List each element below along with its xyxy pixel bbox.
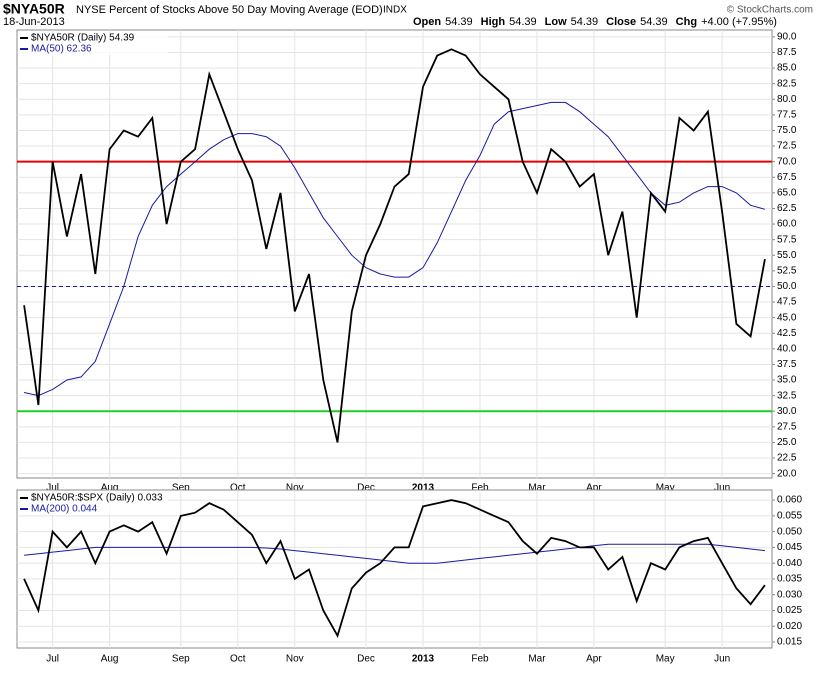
y-tick-label: 55.0 [777, 250, 797, 261]
y-tick-label: 82.5 [777, 78, 797, 89]
y-tick-label: 0.040 [777, 558, 802, 569]
y-tick-label: 0.060 [777, 495, 802, 506]
quote-value: 54.39 [640, 16, 668, 28]
x-tick-label: 2013 [412, 654, 435, 665]
y-tick-label: 0.025 [777, 605, 802, 616]
x-tick-label: Oct [230, 483, 246, 494]
y-tick-label: 65.0 [777, 187, 797, 198]
x-tick-label: Dec [357, 654, 375, 665]
series-line [23, 48, 766, 443]
plot-area [16, 29, 773, 479]
y-tick-label: 67.5 [777, 172, 797, 183]
y-tick-label: 0.030 [777, 589, 802, 600]
y-tick-label: 70.0 [777, 156, 797, 167]
y-tick-label: 32.5 [777, 390, 797, 401]
quote-label: Close [606, 16, 636, 28]
y-tick-label: 50.0 [777, 281, 797, 292]
x-tick-label: Feb [471, 654, 489, 665]
y-tick-label: 75.0 [777, 125, 797, 136]
exchange: INDX [383, 5, 407, 16]
x-tick-label: Aug [101, 654, 119, 665]
x-tick-label: Sep [172, 483, 190, 494]
x-tick-label: Apr [586, 483, 602, 494]
series-line [24, 543, 765, 564]
y-tick-label: 0.045 [777, 542, 802, 553]
x-tick-label: Dec [357, 483, 375, 494]
y-tick-label: 62.5 [777, 203, 797, 214]
quote-value: 54.39 [571, 16, 599, 28]
x-tick-label: May [656, 483, 675, 494]
y-tick-label: 27.5 [777, 421, 797, 432]
y-tick-label: 80.0 [777, 94, 797, 105]
y-tick-label: 0.055 [777, 511, 802, 522]
y-tick-label: 0.050 [777, 526, 802, 537]
x-tick-label: Jul [46, 654, 59, 665]
y-tick-label: 60.0 [777, 219, 797, 230]
x-tick-label: Mar [528, 654, 546, 665]
x-tick-label: Sep [172, 654, 190, 665]
x-tick-label: Jul [46, 483, 59, 494]
x-tick-label: Apr [586, 654, 602, 665]
quote-value: 54.39 [445, 16, 473, 28]
x-tick-label: Jun [714, 654, 730, 665]
y-tick-label: 52.5 [777, 265, 797, 276]
legend-label: $NYA50R:$SPX (Daily) 0.033 [31, 493, 163, 504]
y-tick-label: 42.5 [777, 328, 797, 339]
x-tick-label: May [656, 654, 675, 665]
y-tick-label: 45.0 [777, 312, 797, 323]
symbol: $NYA50R [3, 1, 65, 17]
x-tick-label: Mar [528, 483, 546, 494]
x-tick-label: Oct [230, 654, 246, 665]
quote-value: +4.00 (+7.95%) [701, 16, 777, 28]
y-tick-label: 30.0 [777, 406, 797, 417]
legend-label: $NYA50R (Daily) 54.39 [31, 33, 135, 44]
x-tick-label: Nov [286, 654, 304, 665]
y-tick-label: 0.020 [777, 621, 802, 632]
legend-bg [18, 44, 168, 55]
legend-bg [18, 493, 168, 504]
legend-bg [18, 33, 168, 44]
quote-value: 54.39 [509, 16, 537, 28]
series-line [23, 101, 766, 397]
x-tick-label: Feb [471, 483, 489, 494]
legend-label: MA(200) 0.044 [31, 504, 98, 515]
date: 18-Jun-2013 [3, 16, 65, 28]
y-tick-label: 25.0 [777, 437, 797, 448]
quote-label: Low [545, 16, 567, 28]
y-tick-label: 77.5 [777, 109, 797, 120]
quote-label: Open [413, 16, 441, 28]
y-tick-label: 22.5 [777, 453, 797, 464]
y-tick-label: 90.0 [777, 32, 797, 43]
y-tick-label: 40.0 [777, 343, 797, 354]
y-tick-label: 87.5 [777, 47, 797, 58]
y-tick-label: 37.5 [777, 359, 797, 370]
y-tick-label: 0.015 [777, 637, 802, 648]
y-tick-label: 57.5 [777, 234, 797, 245]
legend-label: MA(50) 62.36 [31, 44, 92, 55]
x-tick-label: Aug [101, 483, 119, 494]
y-tick-label: 47.5 [777, 297, 797, 308]
y-tick-label: 0.035 [777, 574, 802, 585]
x-tick-label: Jun [714, 483, 730, 494]
chart-subtitle: NYSE Percent of Stocks Above 50 Day Movi… [76, 4, 383, 16]
y-tick-label: 72.5 [777, 141, 797, 152]
quote-label: Chg [676, 16, 697, 28]
series-line [23, 499, 766, 638]
y-tick-label: 35.0 [777, 375, 797, 386]
y-tick-label: 85.0 [777, 63, 797, 74]
credit: © StockCharts.com [727, 5, 813, 16]
legend-bg [18, 504, 168, 515]
x-tick-label: Nov [286, 483, 304, 494]
quote-label: High [481, 16, 506, 28]
y-tick-label: 20.0 [777, 468, 797, 479]
x-tick-label: 2013 [412, 483, 435, 494]
